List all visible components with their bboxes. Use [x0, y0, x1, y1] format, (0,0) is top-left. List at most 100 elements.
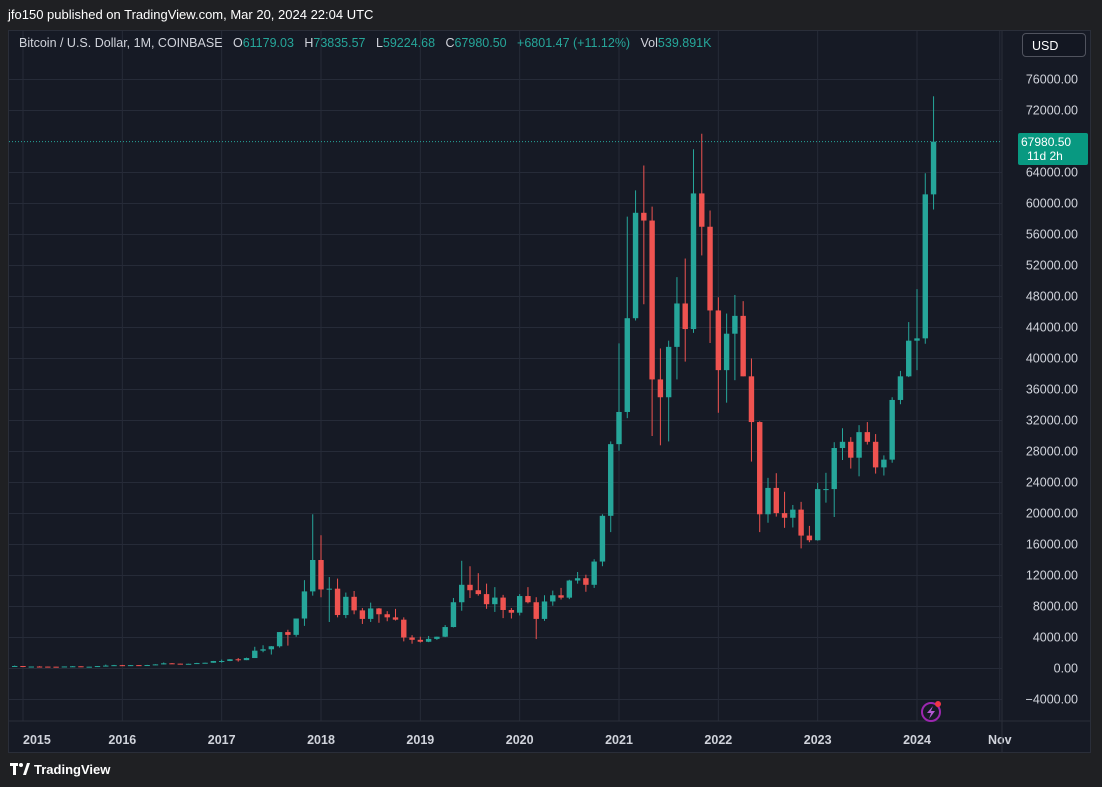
- candle-body-down: [483, 594, 490, 605]
- candle-body-up: [103, 665, 109, 667]
- y-tick-label: 48000.00: [1026, 290, 1078, 304]
- x-tick-label: 2016: [108, 733, 136, 747]
- low-value: 59224.68: [382, 36, 436, 50]
- open-label: O: [232, 36, 243, 50]
- candlestick-chart[interactable]: −4000.00 0.00 4000.00 8000.00 12000.00 16000.…: [9, 31, 1090, 752]
- y-tick-label: 24000.00: [1026, 476, 1078, 490]
- candle-body-up: [260, 649, 266, 651]
- tradingview-logo-icon: [10, 759, 30, 783]
- candle-body-down: [848, 441, 854, 458]
- candle-body-up: [276, 632, 283, 647]
- candle-body-down: [119, 665, 126, 667]
- candle-body-down: [384, 614, 390, 618]
- candle-body-up: [790, 509, 796, 518]
- candle-body-up: [69, 666, 76, 668]
- candle-body-up: [914, 338, 920, 341]
- candle-body-up: [425, 638, 432, 642]
- close-value: 67980.50: [454, 36, 507, 50]
- y-tick-label: 20000.00: [1026, 507, 1078, 521]
- candle-body-down: [641, 212, 647, 221]
- candle-body-up: [897, 376, 904, 400]
- candle-body-up: [227, 659, 233, 661]
- y-tick-label: 8000.00: [1033, 600, 1078, 614]
- ohlc-legend: Bitcoin / U.S. Dollar, 1M, COINBASE O611…: [19, 36, 711, 50]
- candle-body-up: [111, 665, 117, 667]
- candle-body-down: [872, 441, 879, 468]
- candle-body-up: [152, 664, 159, 666]
- candle-body-up: [450, 602, 457, 628]
- candle-body-down: [707, 226, 713, 311]
- candle-body-up: [732, 315, 738, 334]
- currency-button[interactable]: USD: [1022, 33, 1086, 57]
- candle-body-up: [856, 432, 862, 458]
- candle-body-down: [177, 663, 183, 665]
- y-tick-label: 32000.00: [1026, 414, 1078, 428]
- close-label: C: [445, 36, 455, 50]
- candle-body-down: [401, 619, 407, 638]
- candle-body-up: [210, 661, 217, 663]
- candle-body-up: [202, 662, 208, 664]
- candle-body-up: [161, 663, 167, 665]
- candle-body-down: [45, 666, 51, 668]
- candle-body-up: [839, 441, 846, 449]
- candle-body-down: [682, 303, 688, 330]
- candle-body-down: [715, 310, 722, 371]
- candle-body-down: [475, 590, 481, 595]
- last-price-value: 67980.50: [1021, 135, 1072, 149]
- candle-body-down: [285, 632, 291, 635]
- candle-body-up: [889, 399, 895, 460]
- candle-body-down: [53, 666, 59, 668]
- candle-body-up: [94, 666, 101, 668]
- y-tick-label: 12000.00: [1026, 569, 1078, 583]
- candle-body-up: [367, 608, 374, 619]
- x-tick-label: 2020: [506, 733, 534, 747]
- x-tick-label: 2024: [903, 733, 931, 747]
- candle-body-up: [599, 515, 606, 562]
- y-tick-label: 44000.00: [1026, 321, 1078, 335]
- candle-body-up: [218, 660, 225, 662]
- high-value: 73835.57: [313, 36, 366, 50]
- candle-body-up: [144, 665, 150, 667]
- candle-body-down: [657, 379, 664, 398]
- x-tick-label: 2022: [704, 733, 732, 747]
- volume-value: 539.891K: [657, 36, 712, 50]
- y-tick-label: 56000.00: [1026, 228, 1078, 242]
- volume-label: Vol: [640, 36, 658, 50]
- candle-body-down: [36, 666, 43, 668]
- candle-body-up: [516, 596, 523, 613]
- candle-body-down: [235, 659, 241, 661]
- candle-body-up: [293, 618, 299, 635]
- candle-body-down: [525, 596, 531, 603]
- y-tick-label: 36000.00: [1026, 383, 1078, 397]
- y-tick-label: 60000.00: [1026, 197, 1078, 211]
- lightning-icon[interactable]: [921, 701, 941, 722]
- candle-body-up: [591, 561, 597, 585]
- tradingview-branding[interactable]: TradingView: [10, 758, 110, 782]
- candle-body-down: [20, 666, 26, 668]
- candle-body-down: [699, 193, 705, 227]
- y-tick-label: 40000.00: [1026, 352, 1078, 366]
- candle-body-up: [301, 591, 308, 619]
- candle-body-up: [492, 597, 498, 605]
- candle-body-up: [434, 636, 440, 639]
- low-label: L: [375, 36, 383, 50]
- candle-body-down: [351, 596, 357, 611]
- candle-body-up: [442, 627, 448, 637]
- candle-body-down: [376, 608, 382, 615]
- candle-body-down: [864, 432, 871, 442]
- candle-body-up: [185, 663, 192, 665]
- candle-body-down: [467, 584, 473, 591]
- candle-body-up: [723, 333, 730, 371]
- candle-body-down: [392, 617, 399, 620]
- candle-body-down: [508, 609, 515, 613]
- candle-body-down: [409, 637, 415, 640]
- symbol-description[interactable]: Bitcoin / U.S. Dollar, 1M, COINBASE: [19, 36, 223, 50]
- candle-body-down: [318, 560, 324, 590]
- chart-panel[interactable]: −4000.00 0.00 4000.00 8000.00 12000.00 16000.…: [8, 30, 1091, 753]
- candle-body-up: [86, 666, 92, 668]
- last-price-tag: 67980.50 11d 2h: [1018, 133, 1088, 165]
- candle-body-down: [583, 578, 589, 585]
- y-tick-label: −4000.00: [1026, 693, 1079, 707]
- candle-body-down: [500, 597, 506, 610]
- y-tick-label: 16000.00: [1026, 538, 1078, 552]
